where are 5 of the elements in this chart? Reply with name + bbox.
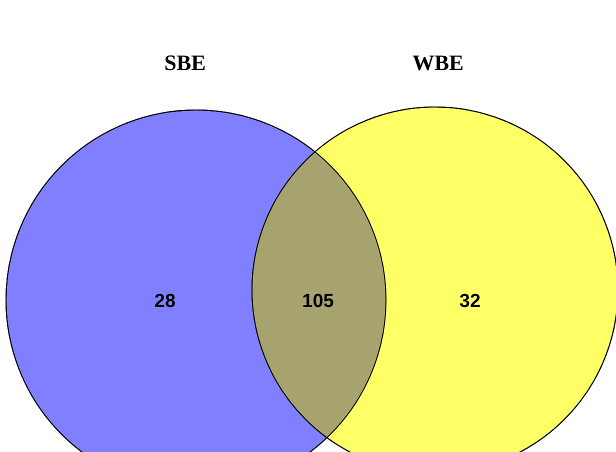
text: WBE [412, 50, 464, 75]
data-label: 32 [459, 291, 481, 312]
data-label: 28 [154, 291, 176, 312]
text: SBE [164, 50, 206, 75]
data-label: 105 [302, 291, 334, 312]
